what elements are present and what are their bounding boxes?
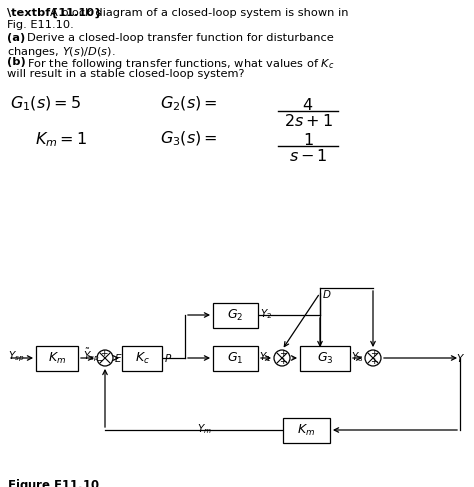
Text: $G_1$: $G_1$	[228, 351, 244, 366]
Circle shape	[274, 350, 290, 366]
Text: $G_3(s)  =$: $G_3(s) =$	[160, 130, 218, 149]
Text: Fig. E11.10.: Fig. E11.10.	[7, 20, 74, 30]
Bar	[36, 345, 78, 371]
Text: $G_1(s)  =  5$: $G_1(s) = 5$	[10, 95, 81, 113]
Text: $1$: $1$	[302, 132, 313, 149]
Text: $\mathbf{Figure\ E11.10}$: $\mathbf{Figure\ E11.10}$	[7, 477, 100, 487]
Text: +: +	[279, 357, 287, 367]
Bar	[283, 417, 330, 443]
Text: (b): (b)	[7, 57, 26, 67]
Text: +: +	[279, 350, 287, 358]
Text: $4$: $4$	[302, 97, 314, 114]
Text: $2s + 1$: $2s + 1$	[283, 113, 332, 130]
Bar	[300, 345, 350, 371]
Text: $G_2$: $G_2$	[228, 307, 244, 322]
Text: $E$: $E$	[114, 352, 123, 364]
Text: \textbf{11.10}: \textbf{11.10}	[7, 8, 102, 19]
Text: $Y_{sp}$: $Y_{sp}$	[9, 350, 25, 364]
Text: $Y_1$: $Y_1$	[259, 350, 271, 364]
Bar	[122, 345, 162, 371]
Text: changes, $Y(s)/D(s)$.: changes, $Y(s)/D(s)$.	[7, 45, 116, 59]
Text: $K_m$: $K_m$	[298, 422, 316, 437]
Text: $Y$: $Y$	[456, 352, 465, 364]
Text: $\tilde{Y}_{sp}$: $\tilde{Y}_{sp}$	[83, 347, 100, 364]
Text: (a): (a)	[7, 33, 25, 43]
Text: $K_c$: $K_c$	[135, 351, 149, 366]
Circle shape	[97, 350, 113, 366]
Text: $Y_3$: $Y_3$	[351, 350, 364, 364]
Text: $s - 1$: $s - 1$	[289, 148, 328, 165]
Text: $G_3$: $G_3$	[317, 351, 333, 366]
Text: +: +	[370, 357, 378, 367]
Text: $P$: $P$	[164, 352, 172, 364]
Text: $K_m$: $K_m$	[48, 351, 66, 366]
Circle shape	[365, 350, 381, 366]
Text: will result in a stable closed-loop system?: will result in a stable closed-loop syst…	[7, 69, 245, 79]
Text: +: +	[370, 350, 378, 358]
Text: $-$: $-$	[95, 354, 103, 363]
Text: $D$: $D$	[322, 288, 331, 300]
Bar	[213, 345, 258, 371]
Text: $Y_m$: $Y_m$	[197, 422, 211, 436]
Text: Derive a closed-loop transfer function for disturbance: Derive a closed-loop transfer function f…	[27, 33, 334, 43]
Bar	[213, 302, 258, 327]
Text: +: +	[100, 350, 108, 358]
Text: $K_m  =  1$: $K_m = 1$	[35, 130, 87, 149]
Text: $Y_2$: $Y_2$	[260, 307, 272, 321]
Text: $G_2(s)  =$: $G_2(s) =$	[160, 95, 218, 113]
Text: A block diagram of a closed-loop system is shown in: A block diagram of a closed-loop system …	[50, 8, 348, 18]
Text: For the following transfer functions, what values of $K_c$: For the following transfer functions, wh…	[27, 57, 335, 71]
